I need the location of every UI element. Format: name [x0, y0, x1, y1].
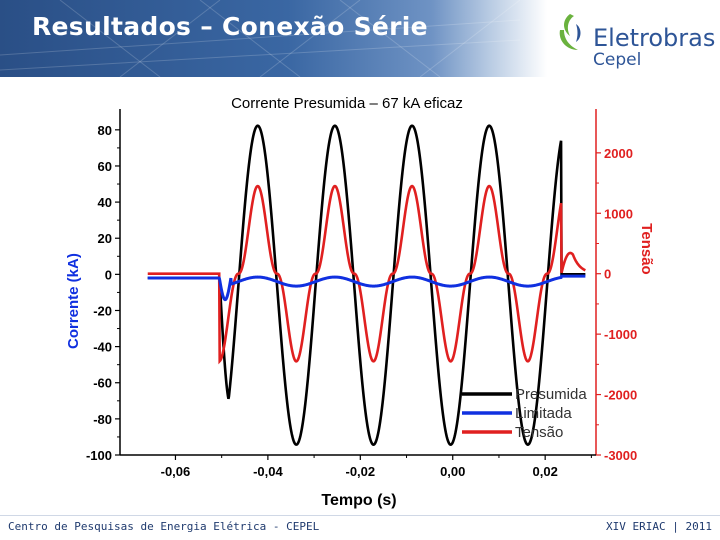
y-axis-right-label: Tensão [638, 223, 655, 274]
header-banner: Resultados – Conexão Série Eletrobras Ce… [0, 0, 720, 77]
series-line-tensao [147, 184, 586, 365]
y-left-tick-label: 20 [98, 231, 112, 246]
chart-area: Corrente Presumida – 67 kA eficaz 80 60 40… [65, 95, 655, 509]
series-line-presumida [147, 124, 586, 446]
y-left-tick-label: 60 [98, 159, 112, 174]
y-left-tick-label: -100 [86, 448, 112, 463]
legend-label: Tensão [515, 424, 563, 441]
legend-label: Presumida [515, 386, 587, 403]
x-tick-label: -0,02 [345, 464, 375, 479]
brand-subname: Cepel [593, 50, 642, 70]
y-right-tick-label: 0 [604, 267, 611, 282]
x-tick-label: -0,06 [161, 464, 191, 479]
brand-name: Eletrobras [593, 24, 716, 52]
y-left-tick-label: 40 [98, 195, 112, 210]
eletrobras-logo-icon [559, 14, 581, 50]
y-right-tick-label: 1000 [604, 206, 633, 221]
y-right-tick-label: -3000 [604, 448, 637, 463]
y-left-tick-label: -20 [93, 303, 112, 318]
x-tick-label: -0,04 [253, 464, 283, 479]
y-right-tick-label: 2000 [604, 146, 633, 161]
y-left-tick-label: -80 [93, 412, 112, 427]
legend-label: Limitada [515, 405, 572, 422]
x-tick-label: 0,02 [533, 464, 558, 479]
y-left-tick-label: 80 [98, 123, 112, 138]
footer-institution: Centro de Pesquisas de Energia Elétrica … [8, 520, 320, 533]
series-line-limitada [147, 274, 586, 302]
y-axis-left-label: Corrente (kA) [65, 253, 82, 349]
y-left-tick-label: -60 [93, 376, 112, 391]
x-tick-label: 0,00 [440, 464, 465, 479]
y-left-tick-label: -40 [93, 340, 112, 355]
footer-divider [0, 515, 720, 516]
y-left-tick-label: 0 [105, 267, 112, 282]
slide-title: Resultados – Conexão Série [32, 12, 428, 41]
y-right-tick-label: -2000 [604, 388, 637, 403]
header-tower-pattern [0, 0, 521, 77]
x-axis-label: Tempo (s) [321, 492, 396, 509]
chart-title: Corrente Presumida – 67 kA eficaz [231, 95, 463, 112]
footer-event: XIV ERIAC | 2011 [606, 520, 712, 533]
y-right-tick-label: -1000 [604, 327, 637, 342]
